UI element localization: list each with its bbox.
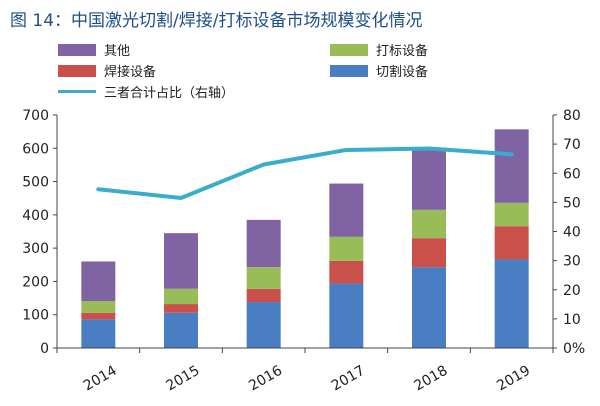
bar-其他-2019: [494, 129, 529, 203]
bar-打标设备-2016: [246, 267, 281, 289]
y-right-tick-label: 20: [563, 283, 581, 299]
bar-焊接设备-2017: [329, 260, 364, 284]
x-tick-label: 2016: [246, 363, 285, 395]
share-line-point: [345, 149, 347, 151]
legend-label-other: 其他: [104, 44, 131, 59]
bar-打标设备-2015: [164, 288, 198, 305]
legend-label-cutting: 切割设备: [376, 65, 429, 80]
bar-打标设备-2019: [494, 202, 529, 227]
bar-其他-2017: [329, 183, 364, 237]
legend-label-welding: 焊接设备: [104, 65, 157, 80]
share-line-point: [511, 153, 513, 155]
y-right-tick-label: 40: [563, 225, 581, 241]
y-left-tick-label: 200: [22, 274, 49, 290]
y-left-tick-label: 600: [22, 141, 49, 157]
x-tick-label: 2014: [81, 363, 120, 395]
bar-切割设备-2018: [412, 267, 446, 348]
y-left-tick-label: 100: [22, 308, 49, 324]
y-right-tick-label: 60: [563, 166, 581, 182]
figure-title: 图 14：中国激光切割/焊接/打标设备市场规模变化情况: [10, 11, 423, 31]
legend-swatch-cutting: [330, 64, 368, 77]
bar-打标设备-2014: [81, 301, 116, 313]
y-left-tick-label: 500: [22, 175, 49, 191]
y-left-tick-label: 300: [22, 241, 49, 257]
bar-打标设备-2018: [412, 209, 446, 239]
bar-焊接设备-2016: [246, 288, 281, 303]
y-left-tick-label: 700: [22, 108, 49, 124]
y-right-tick-label: 50: [563, 195, 581, 211]
legend-item-share-line: 三者合计占比（右轴）: [58, 82, 234, 101]
legend-item-marking: 打标设备: [330, 40, 428, 59]
y-left-tick-label: 0: [40, 341, 49, 357]
share-line: [96, 146, 514, 201]
y-right-tick-label: 70: [563, 137, 581, 153]
x-tick-label: 2017: [329, 363, 368, 395]
legend-swatch-other: [58, 43, 96, 56]
bar-切割设备-2014: [81, 319, 116, 348]
legend-item-cutting: 切割设备: [330, 61, 428, 80]
share-line-point: [97, 188, 99, 190]
legend-item-other: 其他: [58, 40, 130, 59]
y-right-tick-label: 0%: [563, 341, 585, 357]
y-left-tick-label: 400: [22, 208, 49, 224]
bar-其他-2016: [246, 219, 281, 268]
bar-其他-2015: [164, 233, 198, 289]
bar-其他-2014: [81, 261, 116, 302]
share-line-point: [428, 147, 430, 149]
legend-label-marking: 打标设备: [376, 44, 429, 59]
legend-label-share-line: 三者合计占比（右轴）: [104, 86, 235, 101]
legend-swatch-welding: [58, 64, 96, 77]
bar-切割设备-2017: [329, 283, 364, 348]
bar-切割设备-2015: [164, 312, 198, 348]
bar-焊接设备-2014: [81, 312, 116, 320]
share-line-point: [180, 197, 182, 199]
bar-焊接设备-2015: [164, 304, 198, 313]
bar-焊接设备-2018: [412, 238, 446, 268]
y-right-tick-label: 80: [563, 108, 581, 124]
y-right-tick-label: 30: [563, 254, 581, 270]
x-tick-label: 2018: [412, 363, 451, 395]
legend-swatch-share-line: [58, 90, 96, 93]
x-tick-label: 2019: [494, 363, 533, 395]
bar-打标设备-2017: [329, 236, 364, 261]
bar-焊接设备-2019: [494, 226, 529, 260]
legend-item-welding: 焊接设备: [58, 61, 156, 80]
share-line-point: [263, 164, 265, 166]
legend-swatch-marking: [330, 43, 368, 56]
bar-其他-2018: [412, 147, 446, 210]
bar-切割设备-2016: [246, 302, 281, 348]
x-tick-label: 2015: [164, 363, 203, 395]
bar-切割设备-2019: [494, 259, 529, 348]
y-right-tick-label: 10: [563, 312, 581, 328]
